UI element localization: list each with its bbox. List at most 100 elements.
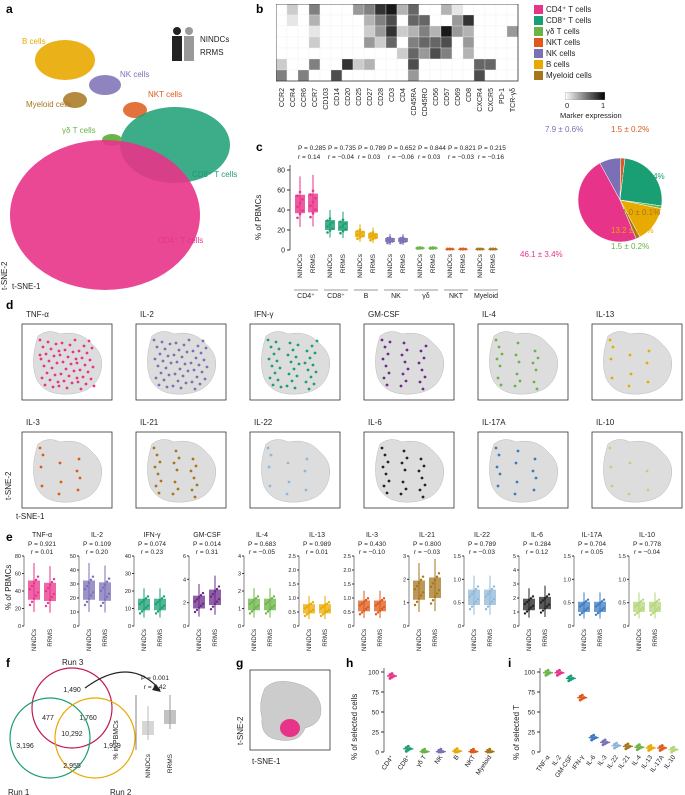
point	[195, 598, 199, 601]
tsne-point	[59, 480, 63, 484]
condition-label: RRMS	[167, 753, 174, 773]
tsne-point	[498, 364, 502, 368]
tsne-point	[303, 361, 307, 365]
panel-letter-b: b	[256, 2, 264, 16]
point	[303, 614, 307, 618]
point	[341, 229, 345, 233]
heatmap-cell	[484, 69, 497, 82]
heatmap-cell	[352, 25, 365, 38]
tsne-point	[55, 361, 59, 365]
heatmap-cell	[462, 36, 475, 49]
point	[256, 604, 260, 608]
y-tick-label: 25	[528, 730, 536, 737]
point	[419, 578, 423, 581]
y-tick-label: 20	[277, 228, 285, 235]
tsne-point	[48, 378, 52, 382]
tsne-point	[287, 372, 291, 376]
condition-label: RRMS	[48, 629, 54, 647]
point	[311, 200, 315, 204]
condition-label: RRMS	[433, 629, 439, 647]
point	[296, 205, 299, 209]
point	[484, 595, 488, 598]
tsne-point	[44, 352, 48, 356]
point	[472, 602, 476, 606]
tsne-plot	[591, 431, 683, 509]
marker-label: TCR-γδ	[510, 88, 517, 112]
heatmap-cell	[407, 69, 420, 82]
tsne-point	[58, 353, 62, 357]
point	[580, 603, 584, 606]
tsne-point	[309, 375, 313, 379]
tsne-point	[287, 480, 291, 484]
y-tick-label: 4	[238, 554, 241, 560]
point	[364, 607, 368, 611]
point	[547, 603, 551, 606]
tsne-point	[628, 461, 632, 465]
tsne-point	[499, 383, 503, 387]
condition-label: NINDCs	[145, 753, 152, 778]
condition-label: RRMS	[213, 629, 219, 647]
data-point	[471, 747, 475, 751]
point	[344, 228, 347, 231]
tsne-point	[201, 339, 205, 343]
point	[201, 591, 205, 595]
cytokine-title: IL-6	[368, 418, 382, 427]
tsne-point	[65, 386, 69, 390]
point	[89, 594, 93, 597]
point	[461, 247, 465, 251]
point	[434, 246, 437, 250]
y-tick-label: 30	[125, 572, 131, 578]
overlap-boxplot: P = 0.001 r = 0.42 NINDCs RRMS % in PBMCs	[113, 675, 176, 778]
tsne-point	[420, 368, 424, 372]
tsne-point	[403, 468, 407, 472]
tsne-point	[385, 383, 389, 387]
heatmap-cell	[418, 47, 431, 60]
point	[488, 590, 492, 593]
tsne-point	[57, 384, 61, 388]
category-label: NK	[434, 754, 445, 766]
point	[252, 608, 256, 611]
heatmap-cell	[462, 58, 475, 71]
heatmap-cell	[297, 25, 310, 38]
tsne-point	[380, 446, 384, 450]
tsne-point	[515, 372, 519, 376]
tsne-point	[266, 338, 270, 342]
y-tick-label: 0	[183, 624, 186, 630]
point	[91, 591, 95, 594]
tsne-point	[421, 387, 425, 391]
tsne-point	[609, 465, 613, 469]
point	[327, 601, 331, 604]
point	[199, 594, 203, 597]
y-tick-label: 0	[18, 624, 21, 630]
tsne-point	[157, 383, 161, 387]
point	[525, 600, 529, 604]
point	[435, 592, 439, 595]
heatmap-cell	[341, 25, 354, 38]
panel-letter-c: c	[256, 140, 263, 154]
stat-p: P = 0.735	[328, 145, 356, 152]
tsne-plot	[363, 431, 455, 509]
heatmap-cell	[451, 36, 464, 49]
heatmap-cell	[374, 4, 387, 16]
tsne-cloud	[375, 439, 444, 503]
tsne-point	[162, 378, 166, 382]
heatmap-cell	[363, 14, 376, 27]
tsne-point	[158, 352, 162, 356]
marker-label: CD103	[323, 88, 330, 110]
stat-r: r = −0.03	[414, 549, 440, 556]
tsne-point	[41, 453, 45, 457]
tsne-point	[386, 352, 390, 356]
cytokine-name: IL-10	[639, 532, 655, 539]
marker-heatmap	[276, 4, 519, 82]
condition-label: RRMS	[340, 253, 347, 273]
tsne-point	[39, 357, 43, 361]
condition-label: NINDCs	[417, 253, 424, 278]
point	[296, 216, 299, 220]
tsne-point	[611, 345, 615, 349]
point	[307, 611, 311, 615]
heatmap-cell	[276, 69, 288, 82]
point	[543, 597, 547, 600]
tsne-point	[189, 469, 193, 473]
